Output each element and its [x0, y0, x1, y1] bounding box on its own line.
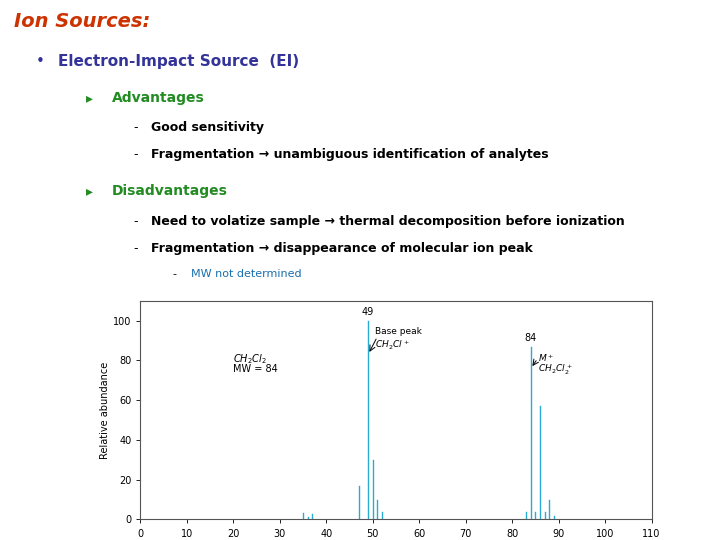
Text: ▸: ▸	[86, 185, 94, 199]
Text: Need to volatize sample → thermal decomposition before ionization: Need to volatize sample → thermal decomp…	[151, 215, 625, 228]
Y-axis label: Relative abundance: Relative abundance	[100, 361, 110, 459]
Text: Disadvantages: Disadvantages	[112, 185, 228, 199]
Text: MW not determined: MW not determined	[191, 269, 302, 279]
Text: $CH_2Cl_2$: $CH_2Cl_2$	[233, 353, 267, 366]
Text: Ion Sources:: Ion Sources:	[14, 12, 150, 31]
Text: Fragmentation → unambiguous identification of analytes: Fragmentation → unambiguous identificati…	[151, 148, 549, 161]
Text: -: -	[133, 121, 138, 134]
Text: Base peak: Base peak	[375, 327, 422, 336]
Text: Electron-Impact Source  (EI): Electron-Impact Source (EI)	[58, 55, 299, 70]
Text: -: -	[173, 269, 177, 279]
Text: Advantages: Advantages	[112, 91, 204, 105]
Text: $CH_2Cl^+$: $CH_2Cl^+$	[375, 339, 410, 352]
Text: $M^+$: $M^+$	[538, 353, 554, 364]
Text: ▸: ▸	[86, 91, 94, 105]
Text: -: -	[133, 215, 138, 228]
Text: -: -	[133, 148, 138, 161]
Text: 49: 49	[362, 307, 374, 316]
Text: MW = 84: MW = 84	[233, 364, 278, 374]
Text: $CH_2Cl_2^+$: $CH_2Cl_2^+$	[538, 362, 572, 376]
Text: Fragmentation → disappearance of molecular ion peak: Fragmentation → disappearance of molecul…	[151, 242, 533, 255]
Text: 84: 84	[525, 333, 537, 342]
Text: Good sensitivity: Good sensitivity	[151, 121, 264, 134]
Text: •: •	[36, 55, 45, 70]
Text: -: -	[133, 242, 138, 255]
